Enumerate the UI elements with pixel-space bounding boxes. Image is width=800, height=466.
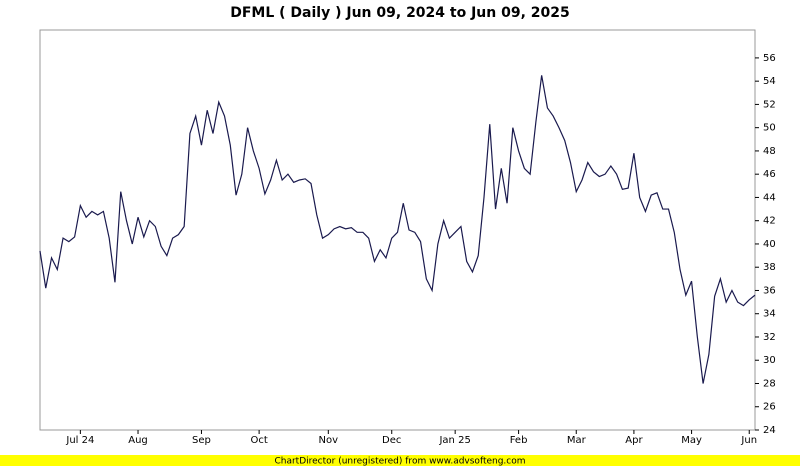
y-tick-label: 28 (763, 378, 776, 389)
y-tick-label: 42 (763, 216, 776, 227)
x-tick-label: Dec (382, 435, 401, 446)
y-tick-label: 52 (763, 99, 776, 110)
y-tick-label: 56 (763, 53, 776, 64)
y-tick-label: 32 (763, 332, 776, 343)
x-tick-label: Sep (192, 435, 211, 446)
x-tick-label: Oct (250, 435, 267, 446)
price-line (39, 75, 756, 384)
y-tick-label: 34 (763, 309, 776, 320)
x-tick-label: Jun (740, 435, 757, 446)
y-tick-label: 44 (763, 192, 776, 203)
y-tick-label: 40 (763, 239, 776, 250)
x-tick-label: Mar (567, 435, 587, 446)
y-tick-label: 46 (763, 169, 776, 180)
x-tick-label: Jul 24 (65, 435, 94, 446)
chart-title: DFML ( Daily ) Jun 09, 2024 to Jun 09, 2… (230, 5, 570, 21)
y-tick-label: 24 (763, 425, 776, 436)
y-tick-label: 26 (763, 402, 776, 413)
y-tick-label: 54 (763, 76, 776, 87)
y-tick-label: 36 (763, 285, 776, 296)
y-tick-label: 48 (763, 146, 776, 157)
x-tick-label: Jan 25 (438, 435, 470, 446)
footer: ChartDirector (unregistered) from www.ad… (274, 457, 525, 466)
x-tick-label: Feb (510, 435, 528, 446)
y-tick-label: 38 (763, 262, 776, 273)
y-tick-label: 30 (763, 355, 776, 366)
x-tick-label: Aug (128, 435, 148, 446)
x-tick-label: Nov (319, 435, 339, 446)
x-tick-label: Apr (625, 435, 643, 446)
y-tick-label: 50 (763, 123, 776, 134)
x-tick-label: May (681, 435, 702, 446)
footer-bar (0, 455, 800, 466)
